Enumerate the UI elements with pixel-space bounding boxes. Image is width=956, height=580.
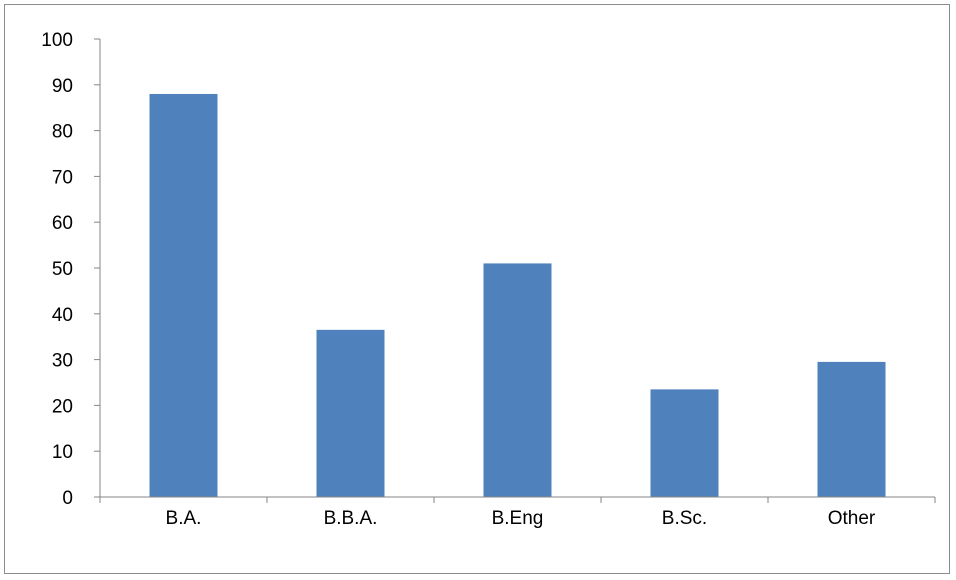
y-tick-label: 70 bbox=[52, 167, 73, 188]
x-tick-label: B.Eng bbox=[492, 508, 544, 529]
bar-b-b-a bbox=[316, 329, 385, 497]
y-tick-label: 100 bbox=[41, 30, 73, 51]
bar-b-sc bbox=[650, 389, 719, 497]
y-tick-label: 20 bbox=[52, 396, 73, 417]
y-tick-label: 0 bbox=[62, 488, 73, 509]
axes-group bbox=[94, 38, 936, 503]
y-tick-label: 30 bbox=[52, 351, 73, 372]
y-tick-label: 60 bbox=[52, 213, 73, 234]
y-tick-labels: 0 10 20 30 40 50 60 70 80 90 100 bbox=[41, 30, 73, 509]
y-tick-label: 50 bbox=[52, 259, 73, 280]
x-tick-label: B.Sc. bbox=[662, 508, 707, 529]
y-tick-label: 90 bbox=[52, 76, 73, 97]
x-tick-labels: B.A. B.B.A. B.Eng B.Sc. Other bbox=[166, 508, 876, 529]
bars-group bbox=[149, 93, 886, 498]
x-tick-label: Other bbox=[828, 508, 876, 529]
y-tick-label: 10 bbox=[52, 442, 73, 463]
bar-other bbox=[817, 361, 886, 497]
x-tick-label: B.A. bbox=[166, 508, 202, 529]
bar-b-eng bbox=[483, 263, 552, 497]
y-tick-label: 80 bbox=[52, 122, 73, 143]
x-tick-label: B.B.A. bbox=[324, 508, 378, 529]
y-tick-label: 40 bbox=[52, 305, 73, 326]
bar-b-a bbox=[149, 93, 218, 498]
